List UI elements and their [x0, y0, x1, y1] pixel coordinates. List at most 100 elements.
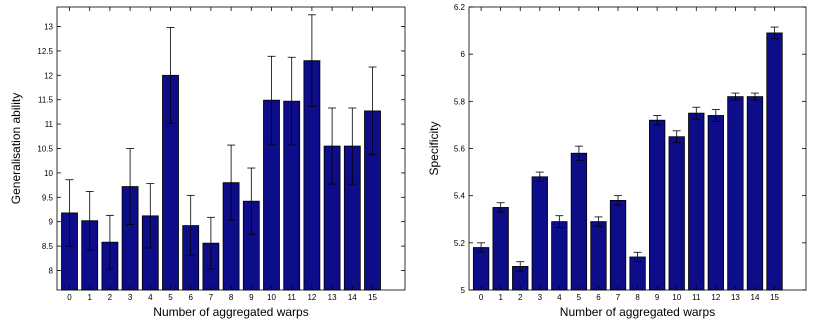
specificity-error-bar-11 — [692, 106, 701, 120]
generalisation-x-tick-label: 1 — [87, 293, 92, 302]
specificity-x-tick-label: 4 — [557, 293, 562, 302]
generalisation-x-tick-label: 15 — [368, 293, 377, 302]
specificity-bar-7 — [609, 199, 627, 291]
generalisation-x-tick-label: 10 — [267, 293, 276, 302]
generalisation-x-tick-label: 14 — [348, 293, 357, 302]
generalisation-error-bar-1 — [85, 191, 94, 251]
specificity-bar-6 — [590, 221, 607, 291]
generalisation-y-tick-label: 11.5 — [38, 96, 54, 105]
specificity-x-tick-label: 10 — [672, 293, 681, 302]
specificity-x-tick-label: 12 — [711, 293, 720, 302]
specificity-bar-11 — [688, 112, 705, 291]
specificity-bar-13 — [727, 96, 744, 291]
specificity-bar-0 — [472, 247, 490, 291]
specificity-y-tick-label: 6 — [461, 50, 466, 59]
specificity-error-bar-6 — [594, 216, 603, 227]
generalisation-error-bar-2 — [105, 214, 114, 270]
specificity-x-tick-label: 5 — [577, 293, 582, 302]
specificity-error-bar-0 — [477, 242, 486, 253]
specificity-error-bar-1 — [496, 202, 505, 213]
specificity-bar-3 — [531, 176, 548, 291]
generalisation-x-tick-label: 6 — [188, 293, 193, 302]
generalisation-error-bar-7 — [206, 216, 215, 270]
generalisation-x-tick-label: 7 — [209, 293, 214, 302]
specificity-bar-12 — [707, 115, 724, 291]
specificity-error-bar-15 — [770, 26, 779, 40]
generalisation-y-tick-label: 10.5 — [37, 145, 53, 154]
generalisation-y-tick-label: 9.5 — [42, 193, 54, 202]
specificity-error-bar-12 — [711, 109, 720, 122]
generalisation-y-tick-label: 12 — [44, 71, 53, 80]
specificity-x-tick-label: 2 — [518, 293, 523, 302]
specificity-x-tick-label: 15 — [770, 293, 779, 302]
specificity-x-tick-label: 3 — [538, 293, 543, 302]
generalisation-error-bar-13 — [328, 107, 337, 185]
specificity-y-tick-label: 5.4 — [454, 192, 466, 201]
specificity-error-bar-14 — [750, 92, 759, 101]
generalisation-y-axis-label: Generalisation ability — [9, 93, 23, 204]
specificity-bar-1 — [492, 207, 509, 291]
specificity-x-tick-label: 6 — [596, 293, 601, 302]
generalisation-y-tick-label: 12.5 — [37, 47, 53, 56]
specificity-y-tick-label: 6.2 — [454, 3, 466, 12]
specificity-bar-15 — [766, 32, 783, 291]
generalisation-error-bar-3 — [126, 148, 135, 226]
specificity-error-bar-5 — [574, 145, 583, 161]
specificity-error-bar-10 — [672, 130, 681, 144]
specificity-y-axis-label: Specificity — [427, 121, 441, 175]
generalisation-x-tick-label: 5 — [168, 293, 173, 302]
specificity-x-tick-label: 8 — [635, 293, 640, 302]
specificity-error-bar-9 — [653, 115, 662, 126]
specificity-x-tick-label: 7 — [616, 293, 621, 302]
generalisation-error-bar-0 — [65, 179, 74, 247]
specificity-error-bar-13 — [731, 92, 740, 101]
specificity-bar-4 — [551, 221, 568, 291]
generalisation-x-tick-label: 13 — [328, 293, 337, 302]
generalisation-y-tick-label: 9 — [49, 218, 54, 227]
specificity-bar-9 — [649, 119, 666, 291]
generalisation-error-bar-10 — [267, 55, 276, 145]
generalisation-y-tick-label: 8.5 — [42, 242, 54, 251]
specificity-error-bar-7 — [614, 195, 623, 206]
generalisation-y-tick-label: 10 — [44, 169, 53, 178]
specificity-x-axis-label: Number of aggregated warps — [560, 305, 715, 319]
specificity-chart: 0 1 2 3 4 5 6 7 8 9 10 11 12 13 14 1555.25.45.65.866.2N… — [427, 3, 807, 319]
generalisation-x-tick-label: 11 — [288, 293, 297, 302]
generalisation-x-tick-label: 8 — [229, 293, 234, 302]
generalisation-x-tick-label: 0 — [67, 293, 72, 302]
specificity-error-bar-4 — [555, 215, 564, 228]
generalisation-x-tick-label: 2 — [108, 293, 113, 302]
specificity-x-tick-label: 11 — [692, 293, 701, 302]
specificity-y-tick-label: 5.8 — [454, 97, 466, 106]
specificity-x-tick-label: 14 — [751, 293, 760, 302]
generalisation-error-bar-14 — [348, 107, 357, 185]
generalisation-error-bar-5 — [166, 27, 175, 124]
specificity-x-tick-label: 9 — [655, 293, 660, 302]
generalisation-error-bar-6 — [186, 194, 195, 257]
generalisation-y-tick-label: 8 — [49, 266, 54, 275]
specificity-error-bar-2 — [516, 261, 525, 272]
specificity-y-tick-label: 5 — [461, 286, 466, 295]
generalisation-y-tick-label: 13 — [44, 23, 53, 32]
generalisation-x-tick-label: 4 — [148, 293, 153, 302]
specificity-bar-14 — [746, 96, 764, 291]
specificity-x-tick-label: 0 — [479, 293, 484, 302]
generalisation-x-tick-label: 9 — [249, 293, 254, 302]
generalisation-error-bar-9 — [247, 167, 256, 235]
generalisation-error-bar-12 — [307, 14, 316, 107]
specificity-y-tick-label: 5.2 — [454, 239, 466, 248]
specificity-bar-5 — [570, 152, 588, 291]
generalisation-chart: 0 1 2 3 4 5 6 7 8 9 10 11 12 13 14 1588.599.51010.51111… — [9, 6, 406, 319]
specificity-error-bar-8 — [633, 251, 642, 263]
specificity-error-bar-3 — [535, 171, 544, 182]
generalisation-x-tick-label: 3 — [128, 293, 133, 302]
generalisation-error-bar-8 — [227, 144, 236, 221]
generalisation-error-bar-4 — [146, 183, 155, 249]
specificity-bar-10 — [668, 136, 685, 291]
generalisation-error-bar-15 — [368, 66, 377, 156]
specificity-x-tick-label: 13 — [731, 293, 740, 302]
generalisation-x-tick-label: 12 — [307, 293, 316, 302]
specificity-y-tick-label: 5.6 — [454, 145, 466, 154]
